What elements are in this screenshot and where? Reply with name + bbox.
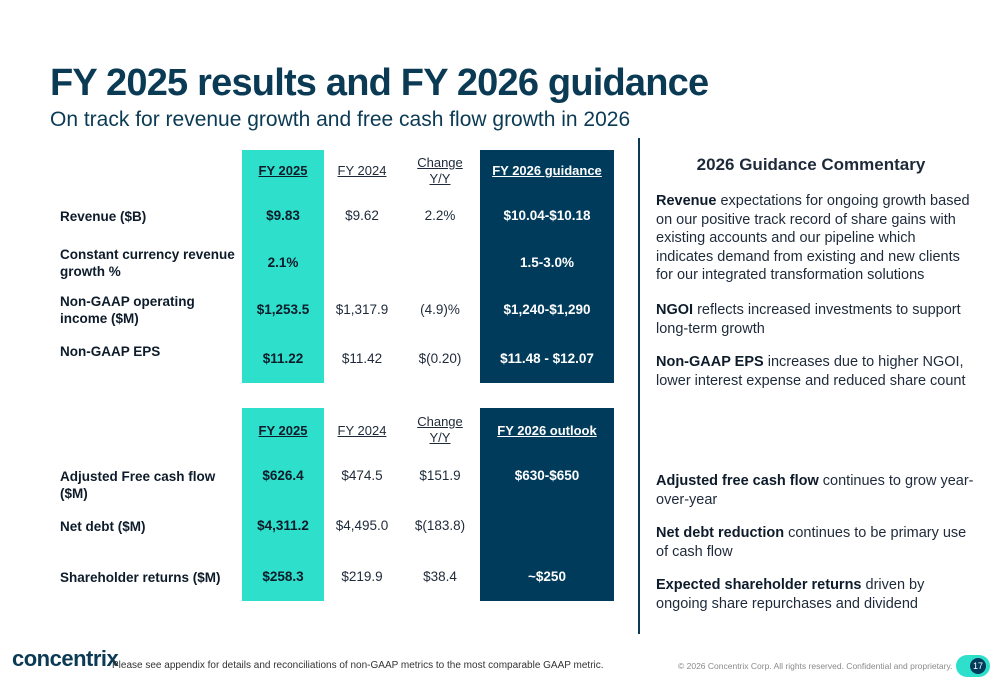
- copyright: © 2026 Concentrix Corp. All rights reser…: [678, 661, 953, 671]
- cell-netdebt-fy2025: $4,311.2: [257, 518, 309, 533]
- cell-revenue-change: 2.2%: [424, 208, 456, 223]
- cell-cc-growth-guidance: 1.5-3.0%: [519, 255, 575, 270]
- cell-fcf-fy2024: $474.5: [341, 468, 383, 483]
- fy2025-column-highlight: [242, 150, 324, 383]
- cell-returns-fy2024: $219.9: [341, 569, 383, 584]
- commentary-net-debt-bold: Net debt reduction: [656, 525, 785, 541]
- commentary-eps-bold: Non-GAAP EPS: [656, 354, 764, 370]
- cell-cc-growth-fy2025: 2.1%: [267, 255, 299, 270]
- row-label-ngoi: Non-GAAP operating income ($M): [60, 294, 195, 326]
- row-label-eps: Non-GAAP EPS: [60, 344, 161, 359]
- header-change-2: Change Y/Y: [417, 414, 463, 445]
- page-number-badge: 17: [956, 655, 990, 677]
- slide-title: FY 2025 results and FY 2026 guidance: [50, 62, 709, 104]
- row-label-cc-revenue-growth: Constant currency revenue growth %: [60, 247, 235, 279]
- commentary-net-debt: Net debt reduction continues to be prima…: [656, 524, 974, 561]
- commentary-ngoi-bold: NGOI: [656, 302, 694, 318]
- cell-netdebt-change: $(183.8): [414, 518, 466, 533]
- cell-ngoi-fy2025: $1,253.5: [256, 302, 310, 317]
- cell-fcf-change: $151.9: [419, 468, 461, 483]
- cell-netdebt-fy2024: $4,495.0: [335, 518, 389, 533]
- commentary-eps-text: increases due to higher NGOI, lower inte…: [656, 354, 966, 389]
- vertical-divider: [638, 138, 640, 634]
- header-fy2025: FY 2025: [258, 163, 308, 178]
- cell-eps-change: $(0.20): [418, 351, 462, 366]
- commentary-ngoi-text: reflects increased investments to suppor…: [656, 302, 961, 337]
- slide-subtitle: On track for revenue growth and free cas…: [50, 108, 631, 131]
- commentary-fcf-text: continues to grow year-over-year: [656, 473, 974, 508]
- cell-ngoi-guidance: $1,240-$1,290: [503, 302, 591, 317]
- commentary-returns-text: driven by ongoing share repurchases and …: [656, 577, 925, 612]
- cell-fcf-outlook: $630-$650: [514, 468, 580, 483]
- commentary-title: 2026 Guidance Commentary: [696, 155, 926, 174]
- row-label-adj-fcf: Adjusted Free cash flow ($M): [60, 469, 216, 501]
- cell-returns-outlook: ~$250: [528, 569, 566, 584]
- cell-ngoi-fy2024: $1,317.9: [335, 302, 389, 317]
- header-change: Change Y/Y: [417, 155, 463, 186]
- commentary-fcf: Adjusted free cash flow continues to gro…: [656, 472, 974, 509]
- row-label-net-debt: Net debt ($M): [60, 519, 146, 534]
- cell-revenue-fy2024: $9.62: [345, 208, 379, 223]
- cell-fcf-fy2025: $626.4: [262, 468, 304, 483]
- cell-returns-change: $38.4: [423, 569, 457, 584]
- row-label-revenue: Revenue ($B): [60, 209, 147, 224]
- header-outlook: FY 2026 outlook: [497, 423, 597, 438]
- header-fy2025-2: FY 2025: [258, 423, 308, 438]
- cell-eps-fy2025: $11.22: [262, 351, 304, 366]
- commentary-revenue: Revenue expectations for ongoing growth …: [656, 192, 974, 285]
- commentary-eps: Non-GAAP EPS increases due to higher NGO…: [656, 353, 974, 390]
- cell-ngoi-change: (4.9)%: [420, 302, 460, 317]
- footnote: Please see appendix for details and reco…: [112, 660, 604, 671]
- cell-revenue-guidance: $10.04-$10.18: [503, 208, 591, 223]
- cell-eps-guidance: $11.48 - $12.07: [500, 351, 594, 366]
- outlook-column-highlight: [480, 408, 614, 601]
- header-fy2024: FY 2024: [337, 163, 387, 178]
- cell-revenue-fy2025: $9.83: [266, 208, 300, 223]
- commentary-revenue-bold: Revenue: [656, 193, 717, 209]
- commentary-net-debt-text: continues to be primary use of cash flow: [656, 525, 967, 560]
- cell-returns-fy2025: $258.3: [262, 569, 304, 584]
- guidance-column-highlight: [480, 150, 614, 383]
- commentary-ngoi: NGOI reflects increased investments to s…: [656, 301, 974, 338]
- concentrix-logo: concentrix: [12, 646, 119, 671]
- page-number: 17: [970, 658, 986, 674]
- commentary-returns-bold: Expected shareholder returns: [656, 577, 862, 593]
- header-fy2024-2: FY 2024: [337, 423, 387, 438]
- fy2025-column-highlight-2: [242, 408, 324, 601]
- header-guidance: FY 2026 guidance: [492, 163, 602, 178]
- commentary-shareholder-returns: Expected shareholder returns driven by o…: [656, 576, 974, 613]
- commentary-fcf-bold: Adjusted free cash flow: [656, 473, 819, 489]
- commentary-revenue-text: expectations for ongoing growth based on…: [656, 193, 970, 283]
- row-label-shareholder-returns: Shareholder returns ($M): [60, 570, 221, 585]
- cell-eps-fy2024: $11.42: [341, 351, 383, 366]
